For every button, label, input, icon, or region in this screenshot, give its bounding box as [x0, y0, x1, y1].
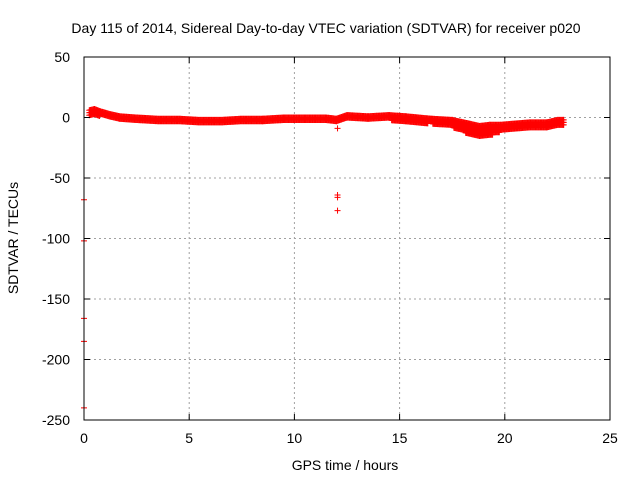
outlier-point [334, 207, 341, 214]
outlier-point [334, 125, 341, 132]
y-tick-label: -250 [42, 412, 70, 428]
x-tick-label: 0 [80, 430, 88, 446]
y-tick-label: -150 [42, 291, 70, 307]
y-tick-label: -50 [50, 170, 70, 186]
data-band-layer [86, 106, 567, 139]
y-tick-label: 0 [62, 110, 70, 126]
plot-frame [83, 56, 611, 421]
grid-lines [84, 57, 610, 420]
x-axis-label: GPS time / hours [292, 457, 399, 473]
x-tick-label: 5 [185, 430, 193, 446]
x-tick-label: 10 [287, 430, 303, 446]
y-axis-label: SDTVAR / TECUs [5, 182, 21, 294]
x-tick-label: 25 [602, 430, 618, 446]
y-tick-label: -200 [42, 352, 70, 368]
data-point [560, 121, 567, 128]
tick-labels-layer: 0 5 10 15 20 25 -250 -200 -150 -100 -50 0 50 [42, 49, 618, 446]
outlier-point [334, 194, 341, 201]
x-tick-label: 15 [392, 430, 408, 446]
axes-frame-layer [83, 56, 611, 421]
chart-title: Day 115 of 2014, Sidereal Day-to-day VTE… [71, 20, 580, 36]
y-tick-label: -100 [42, 231, 70, 247]
y-tick-label: 50 [54, 49, 70, 65]
x-tick-label: 20 [497, 430, 513, 446]
data-points-layer [81, 125, 341, 411]
